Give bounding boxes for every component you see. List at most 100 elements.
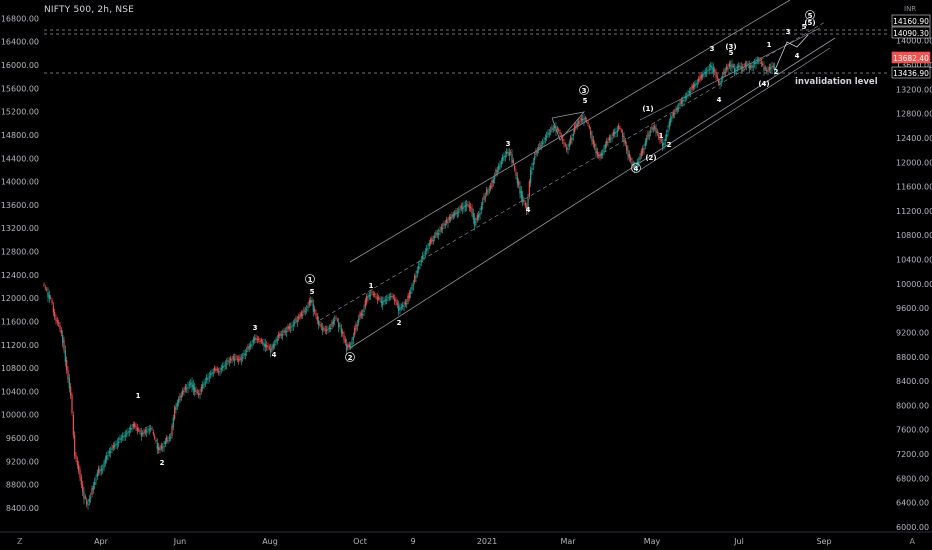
- candle-body: [702, 74, 704, 77]
- candle-body: [483, 195, 485, 200]
- candle-body: [563, 142, 565, 145]
- wave-label: 2: [774, 68, 779, 76]
- left-price-axis: 8400.00 8800.00 9200.00 9600.00 10000.00 1040…: [1, 14, 39, 513]
- candle-body: [731, 64, 733, 69]
- candle-body: [579, 121, 581, 123]
- candle-body: [87, 503, 89, 505]
- channel-upper-line: [349, 0, 791, 263]
- candle-body: [559, 132, 561, 134]
- candle-body: [620, 130, 622, 132]
- candle-body: [766, 70, 768, 72]
- candle-body: [72, 415, 74, 436]
- candle-body: [550, 130, 552, 132]
- candle-body: [302, 314, 304, 316]
- candle-body: [668, 121, 670, 128]
- candle-body: [764, 68, 766, 69]
- candle-body: [734, 68, 736, 72]
- candle-body: [718, 80, 720, 84]
- candle-body: [380, 300, 382, 303]
- wave-label: (3): [725, 43, 736, 51]
- candle-body: [67, 370, 69, 380]
- candle-body: [663, 143, 665, 145]
- candle-body: [388, 297, 390, 299]
- candle-body: [55, 318, 57, 321]
- candle-body: [618, 125, 620, 130]
- candle-body: [132, 423, 134, 428]
- candle-body: [44, 287, 46, 289]
- candle-body: [728, 63, 730, 67]
- candle-body: [127, 431, 129, 433]
- candle-body: [379, 298, 381, 300]
- candle-body: [608, 136, 610, 141]
- candle-body: [451, 214, 453, 218]
- auto-scale-button[interactable]: A: [909, 537, 915, 546]
- candle-body: [736, 66, 738, 69]
- candle-body: [259, 341, 261, 342]
- candle-body: [382, 301, 384, 305]
- candle-body: [352, 336, 354, 340]
- candle-body: [372, 294, 374, 295]
- wave-label: 4: [717, 96, 722, 104]
- candle-body: [180, 395, 182, 398]
- candle-body: [583, 118, 585, 122]
- candle-body: [603, 148, 605, 152]
- candle-body: [274, 343, 276, 346]
- time-axis-tick: 9: [410, 537, 415, 546]
- candle-body: [392, 296, 394, 298]
- candle-body: [80, 477, 82, 485]
- wave-circle: [805, 10, 815, 20]
- candle-body: [515, 172, 517, 177]
- zoom-reset-button[interactable]: Z: [17, 537, 23, 546]
- left-axis-tick: 16400.00: [1, 38, 39, 47]
- candle-body: [234, 358, 236, 361]
- candle-body: [680, 99, 682, 104]
- candle-body: [507, 152, 509, 153]
- candle-body: [264, 344, 266, 348]
- candle-body: [338, 322, 340, 328]
- candle-body: [556, 128, 558, 130]
- candle-body: [383, 299, 385, 302]
- candle-body: [191, 382, 193, 388]
- candle-body: [730, 65, 732, 67]
- candle-body: [667, 130, 669, 132]
- candle-body: [548, 133, 550, 135]
- left-axis-tick: 9600.00: [6, 434, 39, 443]
- candle-body: [675, 108, 677, 112]
- candle-body: [430, 239, 432, 244]
- candle-body: [260, 339, 262, 342]
- symbol-title: NIFTY 500, 2h, NSE: [44, 5, 135, 15]
- candle-body: [287, 326, 289, 330]
- candle-body: [428, 243, 430, 246]
- candle-body: [768, 66, 770, 70]
- candle-body: [70, 386, 72, 396]
- right-axis-tick: 8800.00: [896, 353, 929, 362]
- right-axis-tick: 8400.00: [896, 377, 929, 386]
- candle-body: [687, 93, 689, 95]
- candle-body: [692, 84, 694, 89]
- candle-body: [530, 170, 532, 184]
- candle-body: [174, 407, 176, 419]
- candle-body: [248, 346, 250, 349]
- left-axis-tick: 8800.00: [6, 481, 39, 490]
- candle-body: [359, 313, 361, 318]
- candle-body: [748, 65, 750, 69]
- candle-body: [522, 195, 524, 202]
- candle-body: [222, 365, 224, 368]
- candle-body: [227, 360, 229, 362]
- candle-body: [58, 322, 60, 325]
- candle-body: [763, 66, 765, 71]
- price-tag-box: [891, 66, 931, 79]
- candle-body: [750, 66, 752, 68]
- candle-body: [674, 112, 676, 114]
- candle-body: [574, 125, 576, 132]
- candle-body: [462, 207, 464, 209]
- candle-body: [43, 284, 45, 286]
- candle-body: [114, 444, 116, 447]
- candle-body: [286, 331, 288, 333]
- candle-body: [88, 498, 90, 502]
- candle-body: [355, 324, 357, 330]
- candle-body: [454, 213, 456, 216]
- candle-body: [278, 334, 280, 339]
- candle-body: [378, 297, 380, 299]
